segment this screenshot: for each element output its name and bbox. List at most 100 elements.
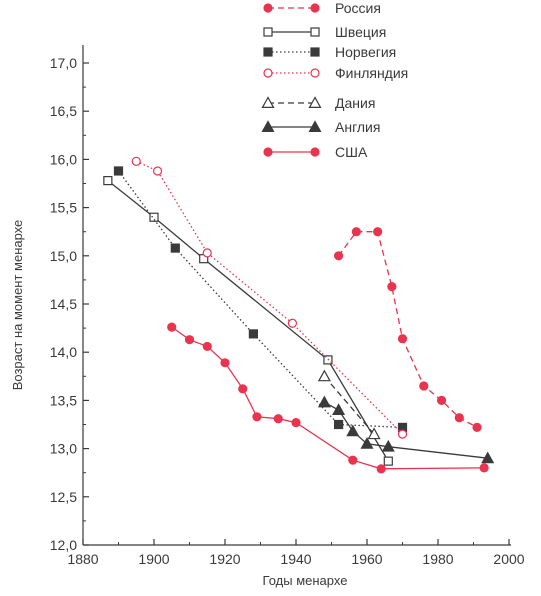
data-point bbox=[202, 248, 212, 258]
legend-marker bbox=[310, 47, 320, 57]
data-point bbox=[436, 395, 447, 405]
data-point bbox=[170, 243, 180, 253]
legend-item: Норвегия bbox=[263, 44, 396, 60]
y-tick-label: 16,0 bbox=[50, 151, 77, 167]
series-line bbox=[107, 180, 389, 462]
legend-label: Швеция bbox=[335, 24, 386, 40]
data-point bbox=[103, 176, 113, 186]
data-point bbox=[273, 414, 283, 424]
data-point bbox=[113, 166, 124, 176]
series-line bbox=[117, 170, 403, 429]
series-layer bbox=[103, 156, 495, 474]
series-1 bbox=[103, 176, 393, 466]
data-point bbox=[376, 464, 386, 474]
y-tick-label: 17,0 bbox=[50, 55, 77, 71]
data-point bbox=[332, 403, 346, 416]
legend: Россия Швеция Норвегия Финляндия Дания Англия… bbox=[261, 0, 408, 160]
series-2 bbox=[113, 166, 408, 432]
data-point bbox=[383, 456, 393, 466]
y-tick-label: 13,5 bbox=[50, 392, 77, 408]
data-point bbox=[334, 419, 344, 430]
data-point bbox=[419, 381, 429, 391]
data-point bbox=[317, 369, 331, 382]
x-tick-label: 1960 bbox=[351, 551, 382, 567]
legend-marker bbox=[263, 3, 273, 13]
legend-marker bbox=[308, 96, 322, 109]
data-point bbox=[317, 395, 331, 408]
x-tick-label: 1880 bbox=[67, 551, 98, 567]
series-5 bbox=[317, 395, 495, 464]
legend-item: Дания bbox=[261, 95, 375, 111]
data-point bbox=[202, 341, 212, 352]
legend-label: Норвегия bbox=[335, 44, 396, 60]
data-point bbox=[167, 322, 177, 332]
x-tick-label: 1940 bbox=[280, 551, 311, 567]
legend-label: Финляндия bbox=[335, 65, 408, 81]
x-tick-label: 1920 bbox=[209, 551, 240, 567]
y-tick-label: 14,5 bbox=[50, 296, 77, 312]
legend-item: Швеция bbox=[263, 24, 386, 40]
data-point bbox=[397, 334, 408, 344]
x-tick-label: 2000 bbox=[493, 551, 524, 567]
legend-label: Англия bbox=[335, 119, 380, 135]
data-point bbox=[387, 282, 397, 292]
y-tick-label: 15,0 bbox=[50, 248, 77, 264]
data-point bbox=[479, 463, 489, 473]
legend-label: Дания bbox=[335, 95, 375, 111]
data-point bbox=[334, 251, 344, 261]
y-tick-label: 15,5 bbox=[50, 200, 77, 216]
data-point bbox=[360, 437, 374, 449]
legend-marker bbox=[263, 47, 273, 57]
legend-marker bbox=[263, 27, 273, 37]
data-point bbox=[184, 335, 195, 345]
data-point bbox=[248, 329, 258, 339]
legend-item: Россия bbox=[263, 0, 381, 16]
data-point bbox=[346, 424, 360, 437]
series-6 bbox=[167, 322, 489, 474]
series-3 bbox=[131, 156, 408, 439]
legend-label: Россия bbox=[335, 0, 381, 16]
series-0 bbox=[334, 227, 482, 432]
legend-label: США bbox=[335, 144, 368, 160]
x-axis-label: Годы менархе bbox=[263, 573, 348, 588]
series-line bbox=[338, 231, 478, 428]
data-point bbox=[152, 166, 163, 176]
legend-marker bbox=[310, 68, 320, 78]
data-point bbox=[397, 429, 408, 439]
legend-marker bbox=[310, 147, 320, 157]
y-axis-label: Возраст на момент менархе bbox=[10, 220, 25, 391]
legend-marker bbox=[263, 68, 273, 78]
legend-marker bbox=[261, 96, 275, 109]
data-point bbox=[348, 455, 358, 465]
data-point bbox=[351, 227, 361, 237]
data-point bbox=[373, 227, 383, 237]
y-tick-label: 13,0 bbox=[50, 441, 77, 457]
legend-item: Англия bbox=[261, 119, 380, 135]
series-line bbox=[323, 375, 375, 435]
series-line bbox=[171, 326, 485, 470]
data-point bbox=[252, 412, 262, 422]
x-tick-label: 1980 bbox=[422, 551, 453, 567]
legend-marker bbox=[263, 147, 273, 157]
data-point bbox=[149, 212, 159, 222]
data-point bbox=[238, 384, 248, 394]
data-point bbox=[381, 439, 395, 452]
series-line bbox=[136, 160, 403, 435]
legend-marker bbox=[310, 3, 320, 13]
legend-marker bbox=[308, 120, 322, 132]
axes: 12,0 12,5 13,0 13,5 14,0 14,5 15,0 15,5 16,0 16,5… bbox=[50, 45, 525, 567]
legend-marker bbox=[310, 27, 320, 37]
y-tick-label: 14,0 bbox=[50, 344, 77, 360]
data-point bbox=[454, 413, 464, 423]
legend-marker bbox=[261, 120, 275, 132]
x-tick-label: 1900 bbox=[138, 551, 169, 567]
data-point bbox=[472, 422, 482, 432]
data-point bbox=[287, 318, 298, 328]
data-point bbox=[220, 358, 230, 368]
legend-item: США bbox=[263, 144, 368, 160]
y-tick-label: 12,0 bbox=[50, 537, 77, 553]
y-tick-label: 12,5 bbox=[50, 489, 77, 505]
legend-item: Финляндия bbox=[263, 65, 408, 81]
data-point bbox=[291, 417, 301, 428]
